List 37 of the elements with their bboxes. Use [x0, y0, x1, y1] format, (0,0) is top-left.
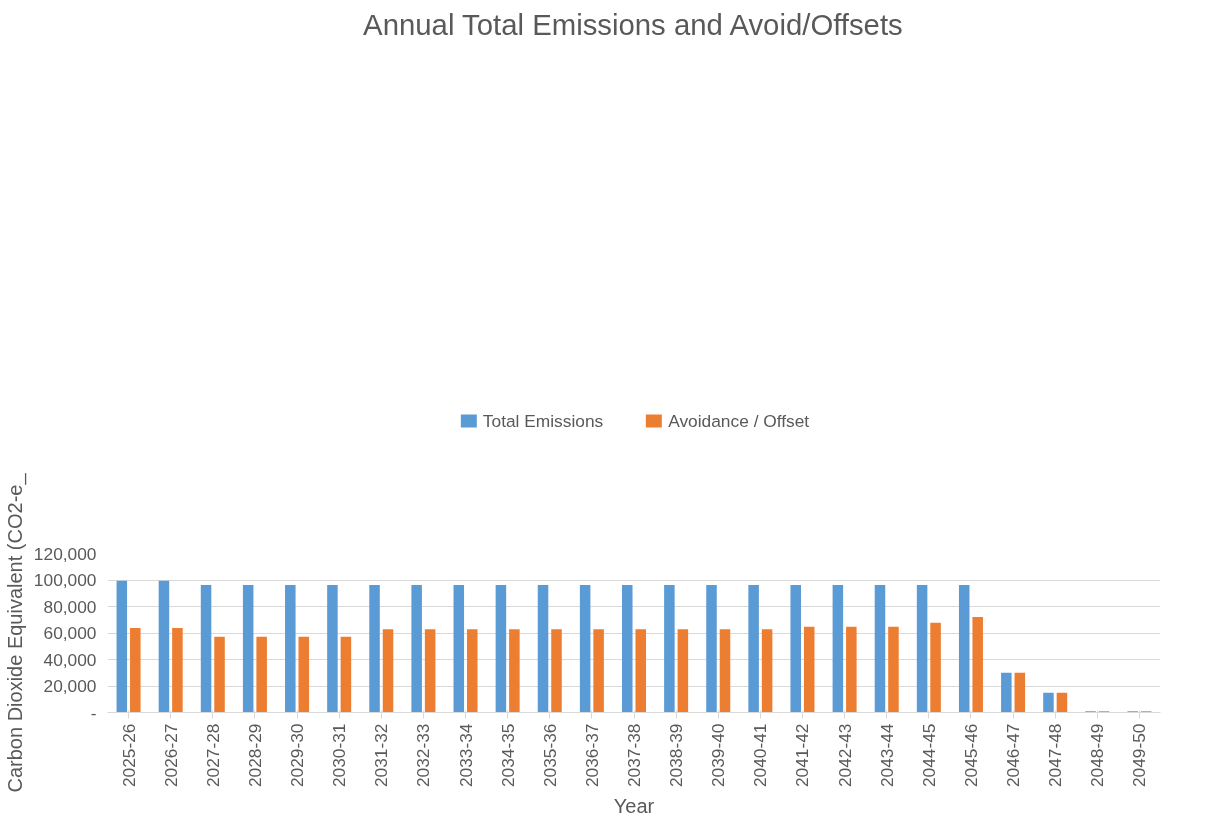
x-tick-label: 2030-31: [329, 723, 350, 788]
x-tick-label: 2026-27: [160, 723, 181, 788]
chart-title: Annual Total Emissions and Avoid/Offsets: [363, 7, 903, 41]
y-tick-label: 120,000: [33, 543, 97, 564]
x-tick-label: 2037-38: [624, 723, 644, 788]
x-tick-label: 2038-39: [666, 723, 687, 788]
x-tick-label: 2032-33: [413, 723, 434, 788]
x-tick-label: 2033-34: [455, 723, 476, 788]
x-tick-label: 2046-47: [1003, 723, 1024, 788]
x-tick-label: 2048-49: [1087, 723, 1108, 788]
y-tick-label: 80,000: [43, 596, 97, 617]
y-tick-label: -: [90, 702, 97, 723]
y-axis-title: Carbon Dioxide Equivalent (CO2-e_: [3, 472, 27, 793]
x-tick-label: 2040-41: [750, 723, 771, 788]
x-tick-label: 2042-43: [834, 723, 855, 788]
x-tick-label: 2028-29: [244, 723, 265, 788]
legend-label: Avoidance / Offset: [668, 410, 810, 432]
y-tick-label: 40,000: [43, 649, 97, 670]
x-tick-label: 2043-44: [876, 723, 897, 788]
x-tick-label: 2029-30: [287, 723, 308, 788]
x-tick-label: 2039-40: [708, 723, 729, 788]
x-tick-label: 2047-48: [1045, 723, 1066, 788]
x-axis-title: Year: [613, 795, 655, 818]
x-tick-label: 2045-46: [960, 723, 981, 788]
x-tick-label: 2035-36: [539, 723, 560, 788]
y-tick-label: 60,000: [43, 623, 97, 643]
x-tick-label: 2034-35: [497, 723, 518, 788]
x-tick-label: 2041-42: [792, 723, 813, 788]
y-tick-label: 20,000: [43, 676, 97, 696]
x-tick-label: 2031-32: [371, 723, 392, 788]
x-tick-label: 2025-26: [118, 723, 139, 788]
x-tick-label: 2036-37: [581, 723, 602, 788]
x-tick-label: 2044-45: [918, 723, 939, 788]
x-tick-label: 2027-28: [202, 723, 223, 788]
y-tick-label: 100,000: [33, 570, 97, 590]
x-tick-label: 2049-50: [1129, 723, 1150, 788]
legend-label: Total Emissions: [482, 410, 604, 432]
